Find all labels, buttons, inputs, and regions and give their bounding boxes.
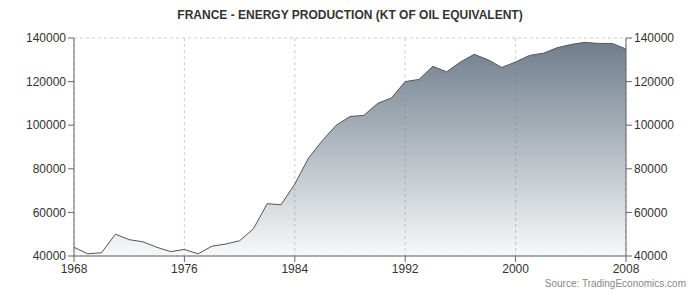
svg-text:1976: 1976 bbox=[171, 262, 198, 276]
svg-text:140000: 140000 bbox=[634, 31, 674, 45]
svg-text:40000: 40000 bbox=[33, 249, 67, 263]
html-text:Source: TradingEconomics.com: Source: TradingEconomics.com bbox=[544, 278, 686, 289]
svg-text:40000: 40000 bbox=[634, 249, 668, 263]
svg-text:120000: 120000 bbox=[26, 75, 66, 89]
svg-text:60000: 60000 bbox=[634, 206, 668, 220]
svg-text:100000: 100000 bbox=[634, 118, 674, 132]
svg-text:80000: 80000 bbox=[33, 162, 67, 176]
svg-text:60000: 60000 bbox=[33, 206, 67, 220]
svg-text:1992: 1992 bbox=[392, 262, 419, 276]
svg-text:140000: 140000 bbox=[26, 31, 66, 45]
html-text:FRANCE - ENERGY PRODUCTION (KT: FRANCE - ENERGY PRODUCTION (KT OF OIL EQ… bbox=[177, 8, 523, 22]
svg-text:1968: 1968 bbox=[61, 262, 88, 276]
svg-text:1984: 1984 bbox=[281, 262, 308, 276]
svg-text:100000: 100000 bbox=[26, 118, 66, 132]
svg-text:2008: 2008 bbox=[613, 262, 640, 276]
svg-text:2000: 2000 bbox=[502, 262, 529, 276]
svg-text:120000: 120000 bbox=[634, 75, 674, 89]
svg-text:80000: 80000 bbox=[634, 162, 668, 176]
